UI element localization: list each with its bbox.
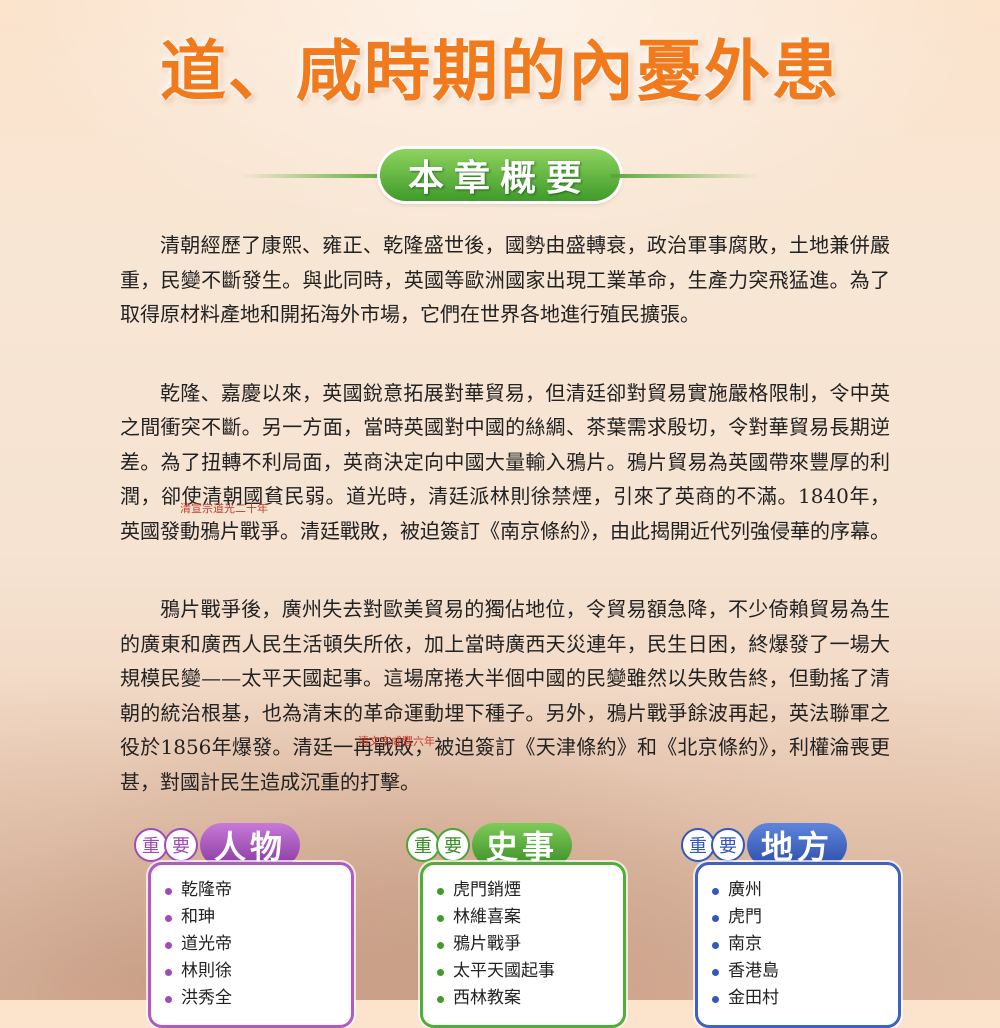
paragraph-1: 清朝經歷了康熙、雍正、乾隆盛世後，國勢由盛轉衰，政治軍事腐敗，土地兼併嚴重，民變… (120, 233, 890, 326)
list-item: 道光帝 (165, 931, 351, 958)
key-events-box: 虎門銷煙 林維喜案 鴉片戰爭 太平天國起事 西林教案 (420, 862, 626, 1028)
key-places-list: 廣州 虎門 南京 香港島 金田村 (698, 865, 898, 1012)
key-places-label: 重 要 地方 (681, 822, 848, 868)
chip-zhong: 重 (134, 828, 168, 862)
banner-line-left (240, 174, 390, 178)
key-people-label: 重 要 人物 (134, 822, 301, 868)
chip-yao: 要 (436, 828, 470, 862)
chip-yao: 要 (164, 828, 198, 862)
page-title: 道、咸時期的內憂外患 (160, 33, 840, 110)
chip-zhong: 重 (681, 828, 715, 862)
list-item: 鴉片戰爭 (437, 931, 623, 958)
list-item: 虎門 (712, 904, 898, 931)
list-item: 乾隆帝 (165, 877, 351, 904)
list-item: 金田村 (712, 985, 898, 1012)
key-events-list: 虎門銷煙 林維喜案 鴉片戰爭 太平天國起事 西林教案 (423, 865, 623, 1012)
list-item: 南京 (712, 931, 898, 958)
list-item: 西林教案 (437, 985, 623, 1012)
key-events-label: 重 要 史事 (406, 822, 573, 868)
chapter-summary-badge: 本章概要 (380, 149, 620, 201)
key-places-box: 廣州 虎門 南京 香港島 金田村 (695, 862, 901, 1028)
key-events-heading: 史事 (472, 823, 573, 867)
chapter-summary-label: 本章概要 (407, 158, 592, 199)
list-item: 香港島 (712, 958, 898, 985)
annotation-daoguang: 清宣宗道光二十年 (180, 502, 268, 515)
list-item: 太平天國起事 (437, 958, 623, 985)
chip-yao: 要 (711, 828, 745, 862)
paragraph-2: 乾隆、嘉慶以來，英國銳意拓展對華貿易，但清廷卻對貿易實施嚴格限制，令中英之間衝突… (120, 380, 890, 543)
key-people-list: 乾隆帝 和珅 道光帝 林則徐 洪秀全 (151, 865, 351, 1012)
list-item: 林維喜案 (437, 904, 623, 931)
list-item: 林則徐 (165, 958, 351, 985)
list-item: 和珅 (165, 904, 351, 931)
summary-body: 清朝經歷了康熙、雍正、乾隆盛世後，國勢由盛轉衰，政治軍事腐敗，土地兼併嚴重，民變… (120, 228, 890, 843)
key-places-heading: 地方 (747, 823, 848, 867)
chip-zhong: 重 (406, 828, 440, 862)
key-people-box: 乾隆帝 和珅 道光帝 林則徐 洪秀全 (148, 862, 354, 1028)
list-item: 洪秀全 (165, 985, 351, 1012)
annotation-xianfeng: 清文宗咸豐六年 (358, 735, 435, 748)
banner-line-right (610, 174, 760, 178)
key-people-heading: 人物 (200, 823, 301, 867)
list-item: 虎門銷煙 (437, 877, 623, 904)
list-item: 廣州 (712, 877, 898, 904)
chapter-summary-banner: 本章概要 (0, 147, 1000, 203)
paragraph-3: 鴉片戰爭後，廣州失去對歐美貿易的獨佔地位，令貿易額急降，不少倚賴貿易為生的廣東和… (120, 597, 890, 794)
